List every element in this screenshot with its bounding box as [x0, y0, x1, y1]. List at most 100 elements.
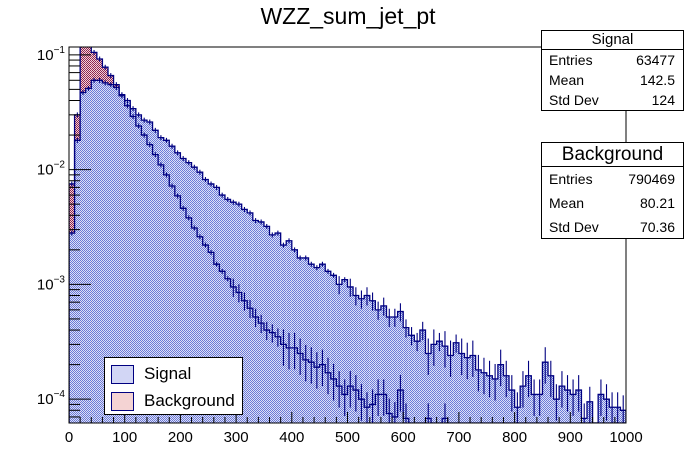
- histogram-bin: [369, 300, 376, 423]
- x-axis: 0 100 200 300 400 500 600 700 800 900 1000: [65, 412, 643, 446]
- histogram-bin: [353, 295, 359, 423]
- histogram-bin: [169, 146, 175, 423]
- histogram-bin: [392, 316, 398, 423]
- background-stats-box: Background Entries 790469 Mean 80.21 Std D…: [541, 142, 684, 239]
- histogram-bin: [436, 341, 443, 423]
- histogram-bin: [481, 372, 487, 423]
- histogram-bin: [191, 167, 198, 423]
- histogram-bin: [397, 311, 404, 423]
- histogram-bin: [464, 357, 471, 423]
- histogram-bin: [341, 279, 348, 423]
- histogram-bin: [414, 341, 420, 423]
- histogram-bin: [202, 179, 209, 423]
- histogram-bin: [375, 309, 381, 423]
- y-tick-label: 10−2: [37, 160, 66, 179]
- y-tick-label: 10−4: [37, 389, 66, 408]
- signal-swatch: [111, 364, 134, 384]
- histogram-bin: [286, 240, 292, 423]
- x-tick-label: 100: [112, 429, 137, 446]
- stats-value: 63477: [636, 52, 675, 68]
- y-axis: 10−1 10−2 10−3 10−4: [37, 45, 91, 418]
- histogram-bin: [230, 202, 237, 423]
- histogram-bin: [85, 88, 92, 423]
- histogram-bin: [107, 84, 114, 423]
- background-stats-entries: Entries 790469: [542, 167, 683, 191]
- background-stats-title: Background: [542, 143, 683, 167]
- stats-value: 80.21: [639, 195, 675, 211]
- stats-label: Mean: [549, 72, 585, 88]
- legend-item-signal: Signal: [111, 364, 191, 384]
- stats-value: 70.36: [639, 219, 675, 235]
- histogram-bin: [308, 264, 315, 423]
- histogram-bin: [403, 327, 409, 423]
- histogram-bin: [453, 342, 459, 423]
- histogram-bin: [185, 162, 192, 423]
- histogram-bin: [302, 257, 309, 423]
- histogram-bin: [135, 114, 142, 423]
- histogram-bin: [163, 140, 170, 423]
- histogram-bin: [275, 233, 281, 423]
- histogram-bin: [325, 271, 331, 423]
- histogram-bin: [425, 353, 432, 423]
- outline-background: [69, 47, 626, 423]
- stats-label: Mean: [549, 195, 585, 211]
- x-tick-label: 300: [224, 429, 249, 446]
- histogram-bin: [408, 335, 415, 423]
- histogram-bin: [124, 100, 131, 423]
- histogram-bin: [224, 199, 231, 423]
- histogram-bin: [69, 233, 75, 423]
- histogram-bin: [80, 92, 86, 423]
- stats-label: Entries: [549, 52, 593, 68]
- histogram-bin: [458, 353, 465, 423]
- x-tick-label: 0: [65, 429, 73, 446]
- stats-label: Entries: [549, 171, 593, 187]
- histogram-bin: [158, 137, 164, 423]
- histogram-bin: [74, 140, 81, 423]
- histogram-bin: [475, 369, 482, 423]
- histogram-bin: [102, 82, 108, 423]
- histogram-bin: [219, 195, 225, 423]
- histogram-bin: [146, 121, 153, 423]
- histogram-bin: [319, 264, 326, 423]
- histogram-bin: [113, 87, 120, 423]
- x-tick-label: 900: [558, 429, 583, 446]
- histogram-bin: [364, 295, 370, 423]
- x-tick-label: 700: [446, 429, 471, 446]
- histogram-bin: [197, 172, 203, 423]
- legend: Signal Background: [104, 357, 243, 415]
- histogram-bin: [141, 120, 147, 423]
- histogram-bin: [347, 286, 354, 423]
- histogram-bin: [431, 344, 437, 423]
- legend-item-background: Background: [111, 391, 235, 411]
- histogram-bin: [386, 316, 393, 423]
- x-tick-label: 400: [279, 429, 304, 446]
- histogram-bin: [442, 346, 448, 423]
- y-tick-label: 10−3: [37, 274, 66, 293]
- histogram-bin: [447, 355, 454, 423]
- histogram-bin: [152, 130, 159, 423]
- histogram-bin: [180, 158, 186, 423]
- histogram-bin: [419, 330, 426, 423]
- stats-label: Std Dev: [549, 219, 599, 235]
- histogram-bin: [241, 209, 248, 423]
- background-swatch: [111, 391, 134, 411]
- outline-signal: [69, 77, 626, 423]
- histogram-bin: [486, 375, 493, 423]
- x-tick-label: 1000: [609, 429, 642, 446]
- x-tick-label: 200: [168, 429, 193, 446]
- histogram-bin: [358, 298, 365, 423]
- signal-stats-entries: Entries 63477: [542, 50, 683, 70]
- histogram-bin: [213, 187, 220, 423]
- histogram-bin: [330, 275, 337, 423]
- background-stats-mean: Mean 80.21: [542, 191, 683, 215]
- stats-label: Std Dev: [549, 92, 599, 108]
- stats-value: 124: [651, 92, 675, 108]
- histogram-bin: [548, 375, 554, 423]
- signal-stats-box: Signal Entries 63477 Mean 142.5 Std Dev 124: [541, 30, 684, 111]
- histogram-bin: [174, 152, 181, 423]
- legend-label: Signal: [144, 364, 192, 383]
- x-tick-label: 500: [335, 429, 360, 446]
- x-tick-label: 800: [502, 429, 527, 446]
- background-stats-stddev: Std Dev 70.36: [542, 215, 683, 239]
